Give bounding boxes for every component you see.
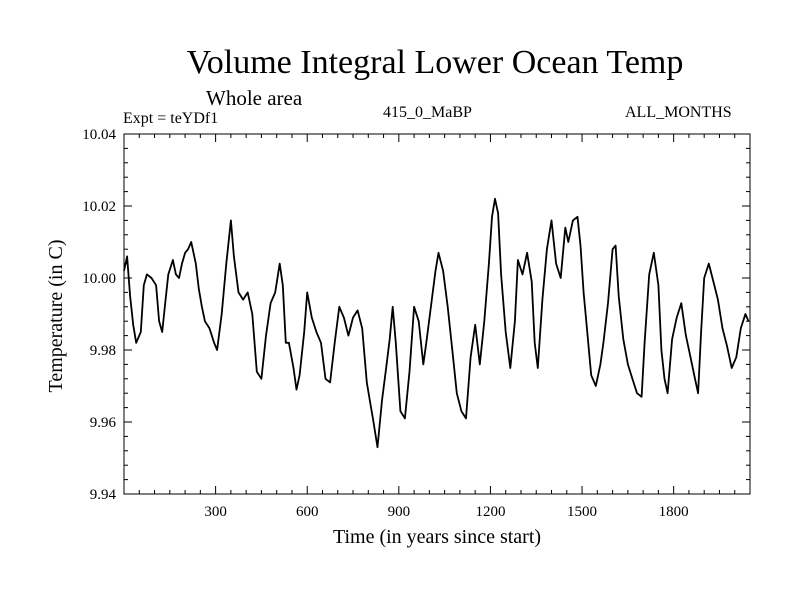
y-tick-label: 10.00 — [82, 271, 116, 287]
y-tick-label: 10.04 — [82, 127, 116, 143]
y-tick-label: 9.98 — [90, 343, 116, 359]
x-axis-label: Time (in years since start) — [333, 526, 541, 548]
months-label: ALL_MONTHS — [625, 104, 732, 121]
experiment-label: Expt = teYDf1 — [123, 110, 219, 127]
x-tick-label: 1800 — [659, 504, 689, 520]
x-tick-label: 600 — [296, 504, 319, 520]
x-tick-label: 1200 — [475, 504, 505, 520]
x-tick-label: 300 — [204, 504, 227, 520]
y-tick-label: 9.96 — [90, 415, 117, 431]
y-tick-label: 10.02 — [82, 199, 116, 215]
series-line-teYDf1 — [123, 197, 750, 449]
plot-frame — [123, 133, 751, 495]
x-tick-label: 900 — [388, 504, 411, 520]
y-tick-label: 9.94 — [90, 487, 117, 503]
run-label: 415_0_MaBP — [383, 104, 472, 121]
chart-title: Volume Integral Lower Ocean Temp — [186, 44, 684, 81]
chart-subtitle: Whole area — [206, 86, 303, 110]
y-axis-label: Temperature (in C) — [45, 240, 67, 393]
x-tick-label: 1500 — [567, 504, 597, 520]
